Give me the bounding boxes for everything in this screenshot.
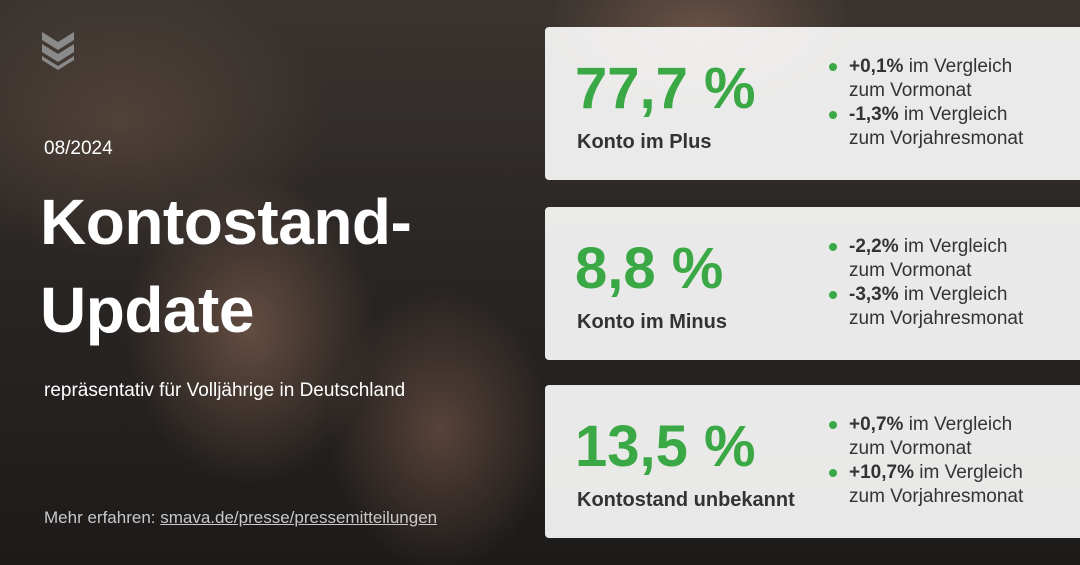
bullet-list: -2,2% im Vergleich zum Vormonat -3,3% im V… [827,235,1067,331]
title-line: Update [40,274,254,346]
bullet-line: +0,7% im Vergleich [849,413,1067,437]
bullet-text: zum Vorjahresmonat [849,308,1024,329]
bullet-text: zum Vormonat [849,438,972,459]
title-line: Kontostand- [40,186,412,258]
bullet-text: im Vergleich [903,284,1008,305]
bullet-line: -2,2% im Vergleich [849,235,1067,259]
bullet-text: zum Vormonat [849,260,972,281]
bullet: -2,2% im Vergleich zum Vormonat [827,235,1067,283]
change: -1,3% [849,104,899,125]
bullet: -1,3% im Vergleich zum Vorjahresmonat [827,103,1067,151]
footer-prefix: Mehr erfahren: [44,508,156,527]
bullet: +10,7% im Vergleich zum Vorjahresmonat [827,461,1067,509]
change: -2,2% [849,236,899,257]
bullet: +0,1% im Vergleich zum Vormonat [827,55,1067,103]
bullet-text: zum Vormonat [849,80,972,101]
bullet-line: -1,3% im Vergleich [849,103,1067,127]
stat-card: 8,8 % Konto im Minus -2,2% im Vergleich zum… [545,207,1080,360]
bullet-text: im Vergleich [908,56,1013,77]
stat-value: 8,8 % [575,236,724,301]
subtitle: repräsentativ für Volljährige in Deutsch… [44,380,406,401]
change: -3,3% [849,284,899,305]
bullet: +0,7% im Vergleich zum Vormonat [827,413,1067,461]
bullet-text: im Vergleich [908,414,1013,435]
bullet-line: +10,7% im Vergleich [849,461,1067,485]
bullet-text: im Vergleich [903,104,1008,125]
bullet-text: im Vergleich [919,462,1023,483]
bullet-list: +0,1% im Vergleich zum Vormonat -1,3% im V… [827,55,1067,151]
footer-link[interactable]: smava.de/presse/pressemitteilungen [160,508,438,527]
bullet-text: zum Vorjahresmonat [849,486,1024,507]
bullet-line: +0,1% im Vergleich [849,55,1067,79]
title: Kontostand- Update [40,178,412,354]
stat-value: 13,5 % [575,414,756,479]
change: +10,7% [849,462,914,483]
bullet: -3,3% im Vergleich zum Vorjahresmonat [827,283,1067,331]
bullet-line: -3,3% im Vergleich [849,283,1067,307]
bullet-text: im Vergleich [903,236,1008,257]
stat-value: 77,7 % [575,56,756,121]
stat-card: 13,5 % Kontostand unbekannt +0,7% im Vergl… [545,385,1080,538]
bullet-list: +0,7% im Vergleich zum Vormonat +10,7% im … [827,413,1067,509]
stat-label: Konto im Plus [577,131,712,153]
stat-label: Kontostand unbekannt [577,489,795,511]
bullet-text: zum Vorjahresmonat [849,128,1024,149]
change: +0,1% [849,56,904,77]
logo [42,32,74,70]
change: +0,7% [849,414,904,435]
stat-card: 77,7 % Konto im Plus +0,1% im Vergleich zum… [545,27,1080,180]
stat-label: Konto im Minus [577,311,727,333]
footer: Mehr erfahren: smava.de/presse/pressemit… [44,508,437,528]
date: 08/2024 [44,138,113,159]
